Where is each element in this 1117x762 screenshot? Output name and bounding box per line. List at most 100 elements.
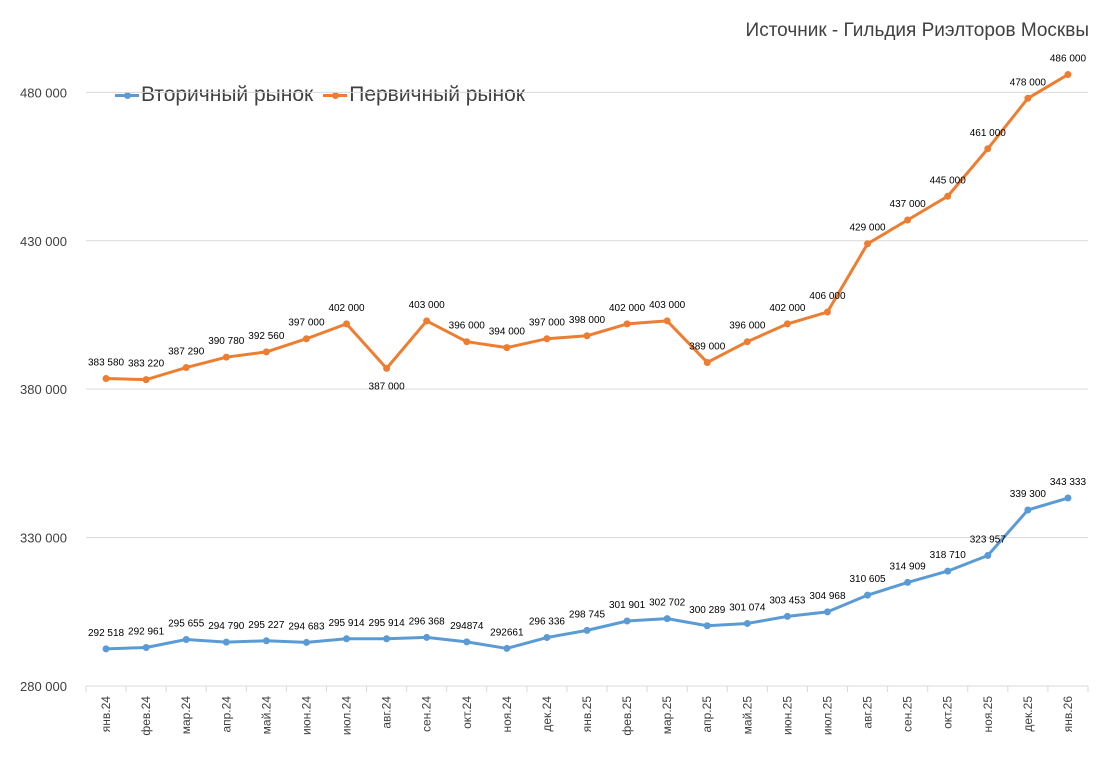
data-point-primary bbox=[743, 338, 751, 346]
data-point-primary bbox=[222, 353, 230, 361]
x-tick-label: мар.24 bbox=[179, 696, 193, 735]
data-point-primary bbox=[864, 240, 872, 248]
data-label-secondary: 292 518 bbox=[88, 628, 125, 639]
data-label-primary: 403 000 bbox=[649, 300, 686, 311]
data-point-primary bbox=[262, 348, 270, 356]
data-label-secondary: 296 336 bbox=[529, 617, 566, 628]
x-tick-label: ноя.25 bbox=[981, 696, 995, 733]
data-point-secondary bbox=[423, 633, 431, 641]
data-point-primary bbox=[904, 216, 912, 224]
data-label-primary: 406 000 bbox=[809, 291, 846, 302]
x-tick-label: янв.24 bbox=[99, 696, 113, 733]
data-label-primary: 396 000 bbox=[449, 321, 486, 332]
x-tick-label: апр.24 bbox=[219, 696, 233, 733]
y-tick-label: 330 000 bbox=[20, 531, 67, 546]
data-label-primary: 403 000 bbox=[409, 300, 446, 311]
data-point-secondary bbox=[1024, 506, 1032, 514]
data-label-secondary: 301 901 bbox=[609, 600, 646, 611]
data-point-primary bbox=[623, 320, 631, 328]
data-point-secondary bbox=[463, 638, 471, 646]
data-label-secondary: 314 909 bbox=[890, 561, 927, 572]
data-point-secondary bbox=[262, 637, 270, 645]
x-tick-label: июл.24 bbox=[340, 696, 354, 735]
x-tick-label: окт.24 bbox=[460, 696, 474, 729]
data-point-secondary bbox=[783, 612, 791, 620]
x-tick-label: дек.25 bbox=[1021, 696, 1035, 732]
data-point-secondary bbox=[904, 578, 912, 586]
data-point-primary bbox=[142, 376, 150, 384]
x-tick-label: июн.25 bbox=[780, 696, 794, 735]
x-tick-label: дек.24 bbox=[540, 696, 554, 732]
data-point-secondary bbox=[142, 644, 150, 652]
data-point-secondary bbox=[503, 644, 511, 652]
data-label-primary: 387 000 bbox=[369, 381, 406, 392]
x-tick-label: фев.24 bbox=[139, 696, 153, 736]
legend-label-primary: Первичный рынок bbox=[349, 83, 525, 106]
data-label-primary: 392 560 bbox=[248, 331, 285, 342]
data-label-secondary: 339 300 bbox=[1010, 489, 1047, 500]
y-tick-label: 480 000 bbox=[20, 85, 67, 100]
data-point-secondary bbox=[182, 636, 190, 644]
data-point-secondary bbox=[543, 634, 551, 642]
x-tick-label: сен.24 bbox=[420, 696, 434, 732]
data-label-primary: 445 000 bbox=[930, 175, 967, 186]
data-point-primary bbox=[783, 320, 791, 328]
data-label-secondary: 343 333 bbox=[1050, 477, 1087, 488]
data-point-primary bbox=[423, 317, 431, 325]
y-tick-label: 280 000 bbox=[20, 679, 67, 694]
data-point-primary bbox=[703, 358, 711, 366]
data-point-secondary bbox=[1064, 494, 1072, 502]
x-tick-label: июл.25 bbox=[820, 696, 834, 735]
x-tick-label: янв.25 bbox=[580, 696, 594, 733]
data-label-primary: 437 000 bbox=[890, 199, 927, 210]
data-label-primary: 397 000 bbox=[529, 318, 566, 329]
legend-item-secondary: Вторичный рынок bbox=[115, 83, 313, 107]
data-point-secondary bbox=[743, 619, 751, 627]
data-point-primary bbox=[463, 338, 471, 346]
data-point-primary bbox=[543, 335, 551, 343]
x-tick-label: ноя.24 bbox=[500, 696, 514, 733]
data-label-secondary: 304 968 bbox=[809, 591, 846, 602]
data-label-secondary: 295 914 bbox=[369, 618, 406, 629]
y-tick-label: 380 000 bbox=[20, 382, 67, 397]
x-tick-label: июн.24 bbox=[299, 696, 313, 735]
x-tick-label: авг.24 bbox=[380, 696, 394, 729]
legend-item-primary: Первичный рынок bbox=[323, 83, 525, 107]
data-label-primary: 383 580 bbox=[88, 358, 125, 369]
data-point-primary bbox=[984, 145, 992, 153]
data-label-primary: 402 000 bbox=[328, 303, 365, 314]
data-label-secondary: 302 702 bbox=[649, 598, 686, 609]
data-point-primary bbox=[1064, 71, 1072, 79]
data-label-secondary: 323 957 bbox=[970, 535, 1007, 546]
data-label-secondary: 303 453 bbox=[769, 595, 806, 606]
data-point-primary bbox=[503, 344, 511, 352]
data-point-secondary bbox=[823, 608, 831, 616]
legend-swatch-primary bbox=[323, 91, 348, 99]
data-point-primary bbox=[583, 332, 591, 340]
data-label-secondary: 296 368 bbox=[409, 616, 446, 627]
data-label-secondary: 295 914 bbox=[328, 618, 365, 629]
x-tick-label: май.25 bbox=[740, 696, 754, 735]
data-label-secondary: 301 074 bbox=[729, 602, 766, 613]
data-point-primary bbox=[302, 335, 310, 343]
x-tick-label: апр.25 bbox=[700, 696, 714, 733]
data-point-primary bbox=[383, 364, 391, 372]
data-label-secondary: 292 961 bbox=[128, 627, 165, 638]
data-point-secondary bbox=[302, 638, 310, 646]
legend: Вторичный рынок Первичный рынок bbox=[115, 83, 535, 107]
data-label-primary: 389 000 bbox=[689, 341, 726, 352]
data-point-primary bbox=[663, 317, 671, 325]
data-label-secondary: 298 745 bbox=[569, 609, 606, 620]
x-tick-label: мар.25 bbox=[660, 696, 674, 735]
data-label-primary: 394 000 bbox=[489, 327, 526, 338]
data-label-secondary: 310 605 bbox=[849, 574, 886, 585]
data-point-secondary bbox=[703, 622, 711, 630]
data-label-primary: 390 780 bbox=[208, 336, 245, 347]
legend-swatch-secondary bbox=[115, 91, 139, 99]
x-tick-label: сен.25 bbox=[901, 696, 915, 732]
data-point-primary bbox=[182, 364, 190, 372]
x-tick-label: май.24 bbox=[259, 696, 273, 735]
y-tick-label: 430 000 bbox=[20, 234, 67, 249]
data-label-primary: 429 000 bbox=[849, 223, 886, 234]
